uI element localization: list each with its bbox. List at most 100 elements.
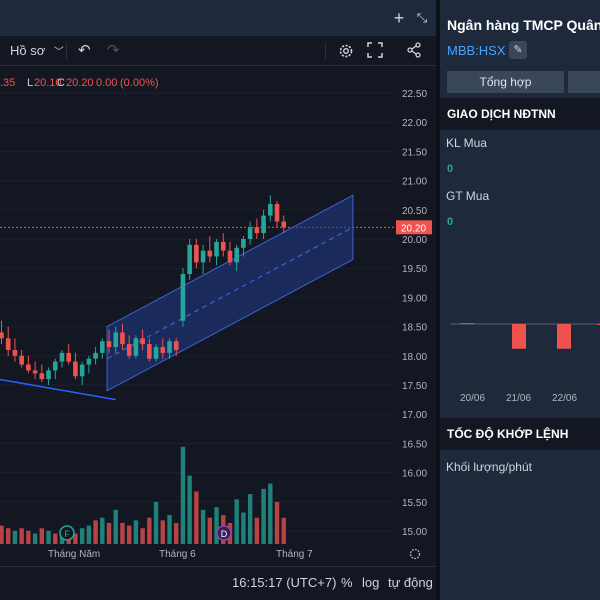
volume-bar [126,525,132,544]
ticker-symbol[interactable]: MBB:HSX [447,43,506,58]
redo-icon[interactable]: ↷ [107,42,120,59]
candle-body [66,352,71,362]
volume-bar [268,483,273,544]
volume-bar [86,525,92,544]
tab-summary[interactable]: Tổng hợp [447,71,564,93]
candle-body [227,250,233,263]
candle-body [100,341,105,353]
volume-bars [0,446,286,544]
volume-bar [234,499,239,544]
buy-value-value: 0 [447,216,454,228]
event-marker-d[interactable]: D [216,525,232,541]
volume-bar [100,517,105,544]
flow-bar [512,324,526,349]
price-tick-label: 22.50 [402,89,427,100]
edit-icon[interactable]: ✎ [509,41,527,59]
channel-midline [106,226,354,360]
volume-bar [214,507,219,544]
time-label-june: Tháng 6 [159,549,196,560]
candle-body [194,244,199,263]
candle-body [5,338,11,350]
candle-body [268,203,273,216]
auto-scale-toggle[interactable]: tự động [388,575,433,590]
price-tick-label: 21.50 [402,147,427,158]
collapse-arrows-icon[interactable]: ⤡ [416,10,428,25]
candle-body [12,349,18,356]
candle-body [59,352,65,362]
price-tick-label: 17.50 [402,381,427,392]
candle-body [133,338,139,356]
foreign-flow-chart: 20/06 21/06 22/06 [450,323,600,404]
price-tick-label: 21.00 [402,177,427,188]
volume-bar [26,530,31,544]
volume-bar [180,446,186,544]
axis-settings-icon[interactable] [409,548,421,560]
price-tick-label: 18.00 [402,352,427,363]
fullscreen-icon[interactable] [367,42,383,60]
volume-bar [73,533,78,544]
section-foreign-trading: GIAO DỊCH NĐTNN [440,98,600,130]
volume-bar [147,517,152,544]
volume-bar [153,501,159,544]
candle-body [247,227,253,239]
tab-secondary[interactable] [568,71,600,93]
candle-body [153,347,159,359]
candle-body [32,370,38,374]
speed-label: Khối lượng/phút [446,460,532,474]
candle-body [187,244,192,275]
profile-dropdown[interactable]: Hồ sơ ﹀ [10,42,64,60]
chart-panel: + ⤡ Hồ sơ ﹀ ↶ ↷ 22.50 22.00 21.50 21.00 20.5… [0,0,436,590]
volume-bar [79,528,85,544]
percent-scale-toggle[interactable]: % [341,575,353,590]
legend-open-fragment: .35 [0,77,15,89]
flow-bar [460,323,474,325]
log-scale-toggle[interactable]: log [362,575,380,590]
candle-body [173,341,179,350]
volume-bar [254,517,260,544]
buy-volume-value: 0 [447,163,454,175]
price-chart[interactable]: 22.50 22.00 21.50 21.00 20.50 20.00 19.50 19.00… [0,66,436,566]
volume-bar [160,520,165,544]
candlesticks [0,195,287,385]
candle-body [79,364,85,377]
candle-body [160,347,166,353]
candle-body [0,332,4,339]
section-match-speed: TỐC ĐỘ KHỚP LỆNH [440,418,600,450]
volume-bar [241,512,246,544]
event-marker-f[interactable]: F [59,525,75,541]
price-axis[interactable]: 22.50 22.00 21.50 21.00 20.50 20.00 19.50 19.00… [396,89,432,538]
undo-icon[interactable]: ↶ [78,42,91,59]
candle-body [120,332,125,345]
legend-low-value: 20.10 [34,77,62,89]
candle-body [106,341,112,348]
volume-bar [200,509,206,544]
candle-body [19,355,24,365]
candle-body [200,250,206,263]
panel-divider[interactable] [436,0,440,600]
chevron-down-icon: ﹀ [53,47,64,58]
volume-bar [207,517,213,544]
candle-body [207,250,213,257]
volume-bar [46,530,51,544]
candle-body [234,247,239,263]
candle-body [241,239,246,248]
flow-date-label: 21/06 [506,393,531,404]
plus-icon[interactable]: + [393,8,405,28]
toolbar-divider [325,42,326,60]
volume-bar [187,475,192,544]
volume-bar [274,501,280,544]
candle-body [52,361,58,371]
flow-bars [450,323,600,349]
candle-body [220,241,226,251]
price-tick-label: 19.50 [402,264,427,275]
candle-body [167,341,172,353]
flow-date-label: 20/06 [460,393,485,404]
candle-body [73,361,78,377]
buy-volume-label: KL Mua [446,136,487,150]
volume-bar [59,536,65,544]
gear-icon[interactable] [337,42,355,60]
price-tick-label: 16.00 [402,469,427,480]
time-label-july: Tháng 7 [276,549,313,560]
price-tick-label: 16.50 [402,439,427,450]
share-icon[interactable] [406,42,422,60]
